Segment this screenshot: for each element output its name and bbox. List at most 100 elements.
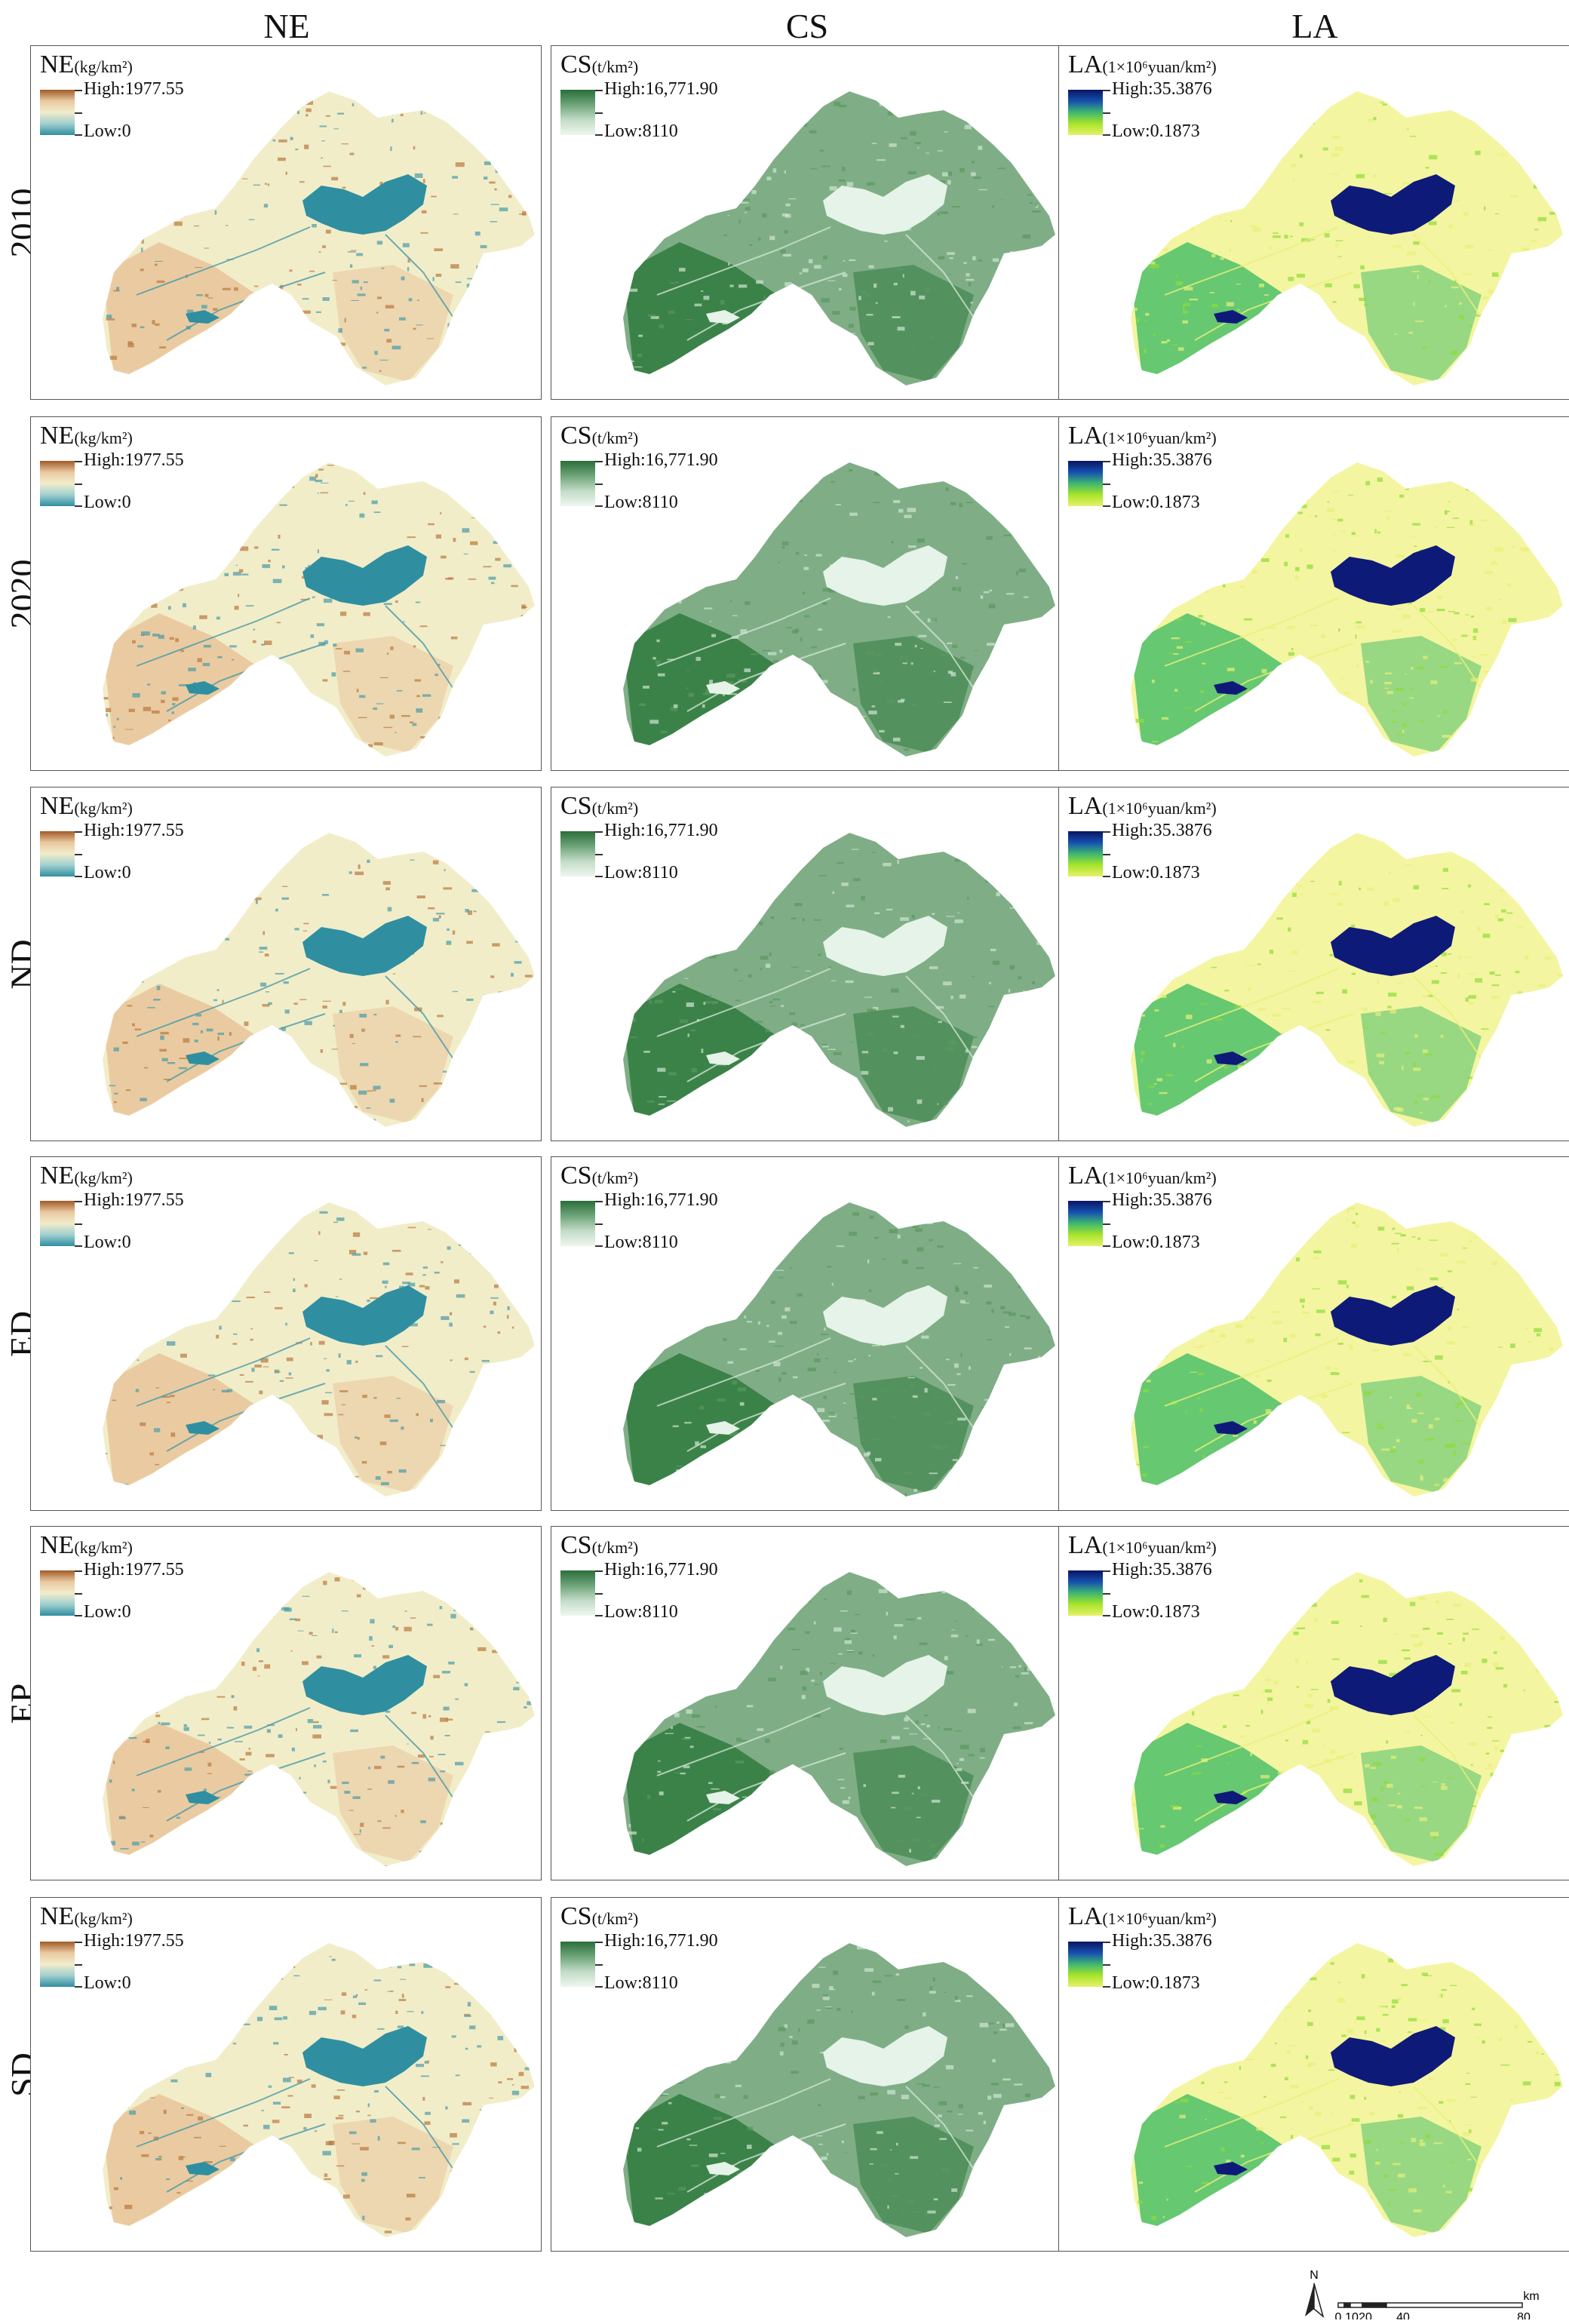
region-map: [1131, 1943, 1563, 2237]
legend-unit: (t/km²): [591, 428, 639, 447]
map-panel-la-nd: LA(1×10⁶yuan/km²) High:35.3876 Low:0.1873: [1058, 787, 1569, 1141]
legend-low: Low:0: [84, 863, 131, 883]
legend-tick: [75, 505, 82, 507]
legend-tick: [595, 1593, 603, 1595]
legend-tick: [595, 90, 603, 91]
legend-low: Low:0.1873: [1112, 1602, 1200, 1622]
legend-color-ramp: [560, 1201, 595, 1246]
region-map: [103, 833, 535, 1127]
map-panel-cs-2010: CS(t/km²) High:16,771.90 Low:8110: [551, 45, 1062, 400]
legend-tick: [595, 134, 603, 136]
legend-low: Low:0.1873: [1112, 863, 1200, 883]
scale-tick-10: 10: [1345, 2311, 1359, 2319]
legend-color-ramp: [40, 1570, 75, 1616]
legend-unit: (1×10⁶yuan/km²): [1102, 1909, 1217, 1928]
region-map: [1131, 462, 1563, 757]
legend-high: High:1977.55: [84, 1931, 184, 1951]
map-panel-ne-2020: NE(kg/km²) High:1977.55 Low:0: [30, 416, 542, 771]
legend-title: LA(1×10⁶yuan/km²): [1068, 51, 1217, 79]
legend-color-ramp: [560, 1942, 595, 1987]
legend-title: NE(kg/km²): [40, 1531, 133, 1560]
legend-variable: NE: [40, 1162, 75, 1190]
legend-tick: [595, 112, 603, 114]
legend-tick: [1103, 1245, 1110, 1247]
legend-unit: (kg/km²): [74, 57, 133, 76]
legend-variable: NE: [40, 1902, 75, 1930]
north-arrow-icon: N: [1305, 2269, 1325, 2319]
legend-unit: (kg/km²): [74, 1168, 133, 1187]
legend-high: High:35.3876: [1112, 821, 1212, 840]
legend-low: Low:8110: [604, 1973, 678, 1993]
legend-low: Low:0: [84, 1973, 131, 1993]
legend-low: Low:8110: [604, 1602, 678, 1622]
legend-title: LA(1×10⁶yuan/km²): [1068, 1162, 1217, 1190]
legend-unit: (kg/km²): [74, 799, 133, 818]
legend-low: Low:8110: [604, 1233, 678, 1252]
legend-tick: [75, 1986, 82, 1988]
legend-tick: [1103, 1593, 1110, 1595]
legend-variable: LA: [1068, 1162, 1103, 1190]
legend-tick: [1103, 112, 1110, 114]
legend-tick: [595, 1615, 603, 1616]
map-panel-la-2010: LA(1×10⁶yuan/km²) High:35.3876 Low:0.1873: [1058, 45, 1569, 400]
region-map: [103, 1943, 535, 2237]
legend-high: High:16,771.90: [604, 1560, 718, 1580]
legend-variable: CS: [560, 51, 592, 78]
legend-tick: [75, 90, 82, 91]
legend-color-ramp: [40, 831, 75, 876]
legend-unit: (kg/km²): [74, 428, 133, 447]
legend-high: High:16,771.90: [604, 821, 718, 840]
legend-variable: CS: [560, 1162, 592, 1190]
legend-tick: [1103, 1570, 1110, 1572]
map-panel-cs-nd: CS(t/km²) High:16,771.90 Low:8110: [551, 787, 1062, 1141]
legend-color-ramp: [1068, 461, 1103, 506]
region-map: [1131, 91, 1563, 385]
legend-title: CS(t/km²): [560, 1902, 638, 1931]
legend-tick: [595, 1986, 603, 1988]
legend-title: CS(t/km²): [560, 792, 638, 821]
legend-tick: [1103, 1201, 1110, 1202]
map-panel-ne-ed: NE(kg/km²) High:1977.55 Low:0: [30, 1156, 542, 1511]
legend-title: NE(kg/km²): [40, 792, 133, 821]
legend-low: Low:0: [84, 493, 131, 512]
legend-unit: (1×10⁶yuan/km²): [1102, 428, 1217, 447]
legend-unit: (1×10⁶yuan/km²): [1102, 1168, 1217, 1187]
legend-tick: [75, 1942, 82, 1943]
legend-color-ramp: [560, 461, 595, 506]
scale-bar: N 0 10 20 40 80 km: [1305, 2269, 1540, 2319]
legend-color-ramp: [40, 90, 75, 135]
legend-title: CS(t/km²): [560, 422, 638, 450]
scale-bar-graphic: [1337, 2302, 1523, 2308]
map-panel-ne-ep: NE(kg/km²) High:1977.55 Low:0: [30, 1526, 542, 1880]
legend-tick: [75, 461, 82, 462]
legend-tick: [75, 854, 82, 855]
legend-unit: (t/km²): [591, 1168, 639, 1187]
region-map: [103, 1572, 535, 1866]
legend-tick: [75, 1201, 82, 1202]
legend-low: Low:0.1873: [1112, 1973, 1200, 1993]
region-map: [1131, 833, 1563, 1127]
legend-tick: [595, 831, 603, 833]
legend-tick: [1103, 505, 1110, 507]
legend-variable: LA: [1068, 51, 1103, 78]
north-label: N: [1310, 2269, 1319, 2282]
legend-tick: [595, 1570, 603, 1572]
map-panel-cs-sd: CS(t/km²) High:16,771.90 Low:8110: [551, 1897, 1062, 2252]
legend-variable: LA: [1068, 422, 1103, 450]
legend-low: Low:8110: [604, 493, 678, 512]
legend-high: High:35.3876: [1112, 450, 1212, 470]
legend-tick: [595, 1223, 603, 1225]
legend-low: Low:0.1873: [1112, 121, 1200, 141]
scale-tick-20: 20: [1359, 2311, 1372, 2319]
legend-unit: (kg/km²): [74, 1909, 133, 1928]
scale-tick-40: 40: [1396, 2311, 1410, 2319]
legend-variable: LA: [1068, 1902, 1103, 1930]
legend-color-ramp: [1068, 1570, 1103, 1616]
legend-color-ramp: [40, 1201, 75, 1246]
legend-unit: (1×10⁶yuan/km²): [1102, 57, 1217, 76]
legend-unit: (t/km²): [591, 1909, 639, 1928]
legend-high: High:35.3876: [1112, 1560, 1212, 1580]
legend-tick: [75, 1964, 82, 1966]
legend-high: High:1977.55: [84, 1560, 184, 1580]
legend-color-ramp: [40, 461, 75, 506]
